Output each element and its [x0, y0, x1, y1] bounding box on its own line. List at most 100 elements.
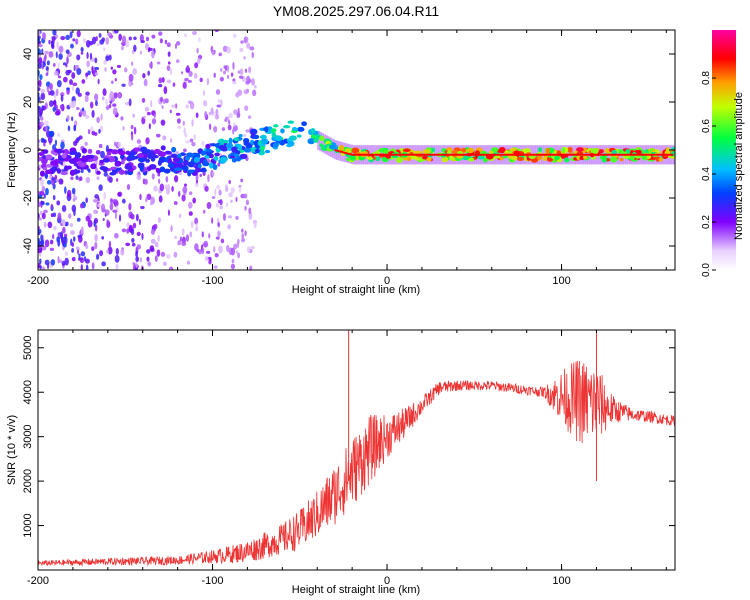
y-tick-label: 5000 — [22, 336, 34, 360]
noise-dot — [94, 241, 98, 250]
noise-dot — [53, 99, 57, 108]
noise-dot — [215, 89, 221, 95]
noise-dot — [242, 193, 248, 199]
spectrogram-ylabel: Frequency (Hz) — [6, 112, 18, 188]
signal-blob — [658, 157, 664, 162]
noise-dot — [136, 139, 142, 145]
noise-dot — [96, 43, 101, 47]
signal-blob — [158, 151, 167, 157]
noise-dot — [133, 126, 137, 135]
y-tick-label: -20 — [22, 190, 34, 206]
y-tick-label: -40 — [22, 238, 34, 254]
signal-blob — [150, 156, 156, 162]
noise-dot — [195, 222, 199, 230]
noise-dot — [55, 178, 59, 183]
noise-dot — [163, 86, 168, 95]
noise-dot — [114, 77, 117, 82]
noise-dot — [65, 49, 70, 54]
noise-dot — [206, 201, 212, 210]
noise-dot — [76, 217, 81, 222]
noise-dot — [191, 119, 194, 127]
noise-dot — [153, 223, 158, 230]
noise-dot — [94, 57, 98, 64]
signal-blob — [292, 127, 299, 132]
noise-dot — [44, 50, 50, 55]
noise-dot — [40, 92, 46, 101]
noise-dot — [219, 199, 223, 206]
noise-dot — [116, 64, 122, 69]
noise-dot — [214, 114, 220, 120]
noise-dot — [71, 116, 74, 122]
noise-dot — [176, 125, 182, 129]
noise-dot — [91, 130, 96, 136]
noise-dot — [132, 222, 137, 229]
noise-dot — [67, 125, 71, 132]
noise-dot — [245, 80, 250, 85]
noise-dot — [164, 39, 168, 45]
noise-dot — [38, 62, 42, 69]
x-tick-label: 0 — [384, 275, 390, 287]
noise-dot — [57, 62, 60, 70]
signal-blob — [210, 143, 217, 147]
noise-dot — [195, 182, 199, 187]
noise-dot — [202, 90, 206, 96]
noise-dot — [38, 30, 41, 37]
noise-dot — [227, 74, 230, 80]
signal-blob — [258, 150, 265, 156]
signal-blob — [153, 148, 161, 155]
noise-dot — [196, 248, 200, 253]
noise-dot — [50, 40, 54, 49]
y-tick-label: 3000 — [22, 424, 34, 448]
noise-dot — [41, 105, 47, 111]
signal-blob — [158, 159, 165, 164]
noise-dot — [128, 98, 132, 107]
noise-dot — [50, 239, 54, 245]
signal-blob — [460, 147, 467, 153]
noise-dot — [146, 249, 151, 254]
noise-dot — [185, 104, 189, 109]
noise-dot — [106, 249, 109, 254]
noise-dot — [57, 256, 60, 264]
signal-blob — [310, 134, 317, 140]
noise-dot — [211, 195, 216, 200]
noise-dot — [192, 197, 196, 204]
signal-blob — [110, 166, 117, 170]
noise-dot — [98, 143, 103, 149]
signal-blob — [542, 157, 548, 161]
noise-dot — [117, 93, 122, 98]
noise-dot — [164, 184, 169, 191]
noise-dot — [167, 183, 170, 192]
noise-dot — [124, 101, 130, 106]
noise-dot — [101, 236, 105, 240]
noise-dot — [199, 77, 203, 83]
signal-blob — [171, 146, 177, 153]
noise-dot — [125, 39, 130, 48]
noise-dot — [87, 219, 93, 228]
signal-blob — [395, 156, 404, 164]
noise-dot — [141, 98, 146, 103]
signal-blob — [231, 146, 238, 153]
noise-dot — [166, 65, 171, 71]
noise-dot — [87, 168, 91, 173]
noise-dot — [139, 34, 144, 42]
noise-dot — [57, 212, 62, 221]
noise-dot — [48, 51, 54, 58]
signal-blob — [70, 150, 78, 155]
noise-dot — [66, 115, 70, 122]
noise-dot — [231, 258, 235, 264]
noise-dot — [59, 104, 63, 110]
noise-dot — [128, 36, 132, 41]
noise-dot — [165, 175, 169, 183]
noise-dot — [156, 249, 161, 257]
noise-dot — [131, 237, 135, 243]
noise-dot — [217, 222, 220, 228]
noise-dot — [128, 202, 132, 211]
signal-blob — [313, 138, 319, 143]
noise-dot — [181, 241, 187, 247]
noise-dot — [72, 38, 76, 42]
signal-blob — [119, 169, 125, 175]
noise-dot — [52, 106, 56, 112]
noise-dot — [220, 238, 225, 244]
noise-dot — [183, 148, 187, 153]
noise-dot — [70, 43, 74, 49]
